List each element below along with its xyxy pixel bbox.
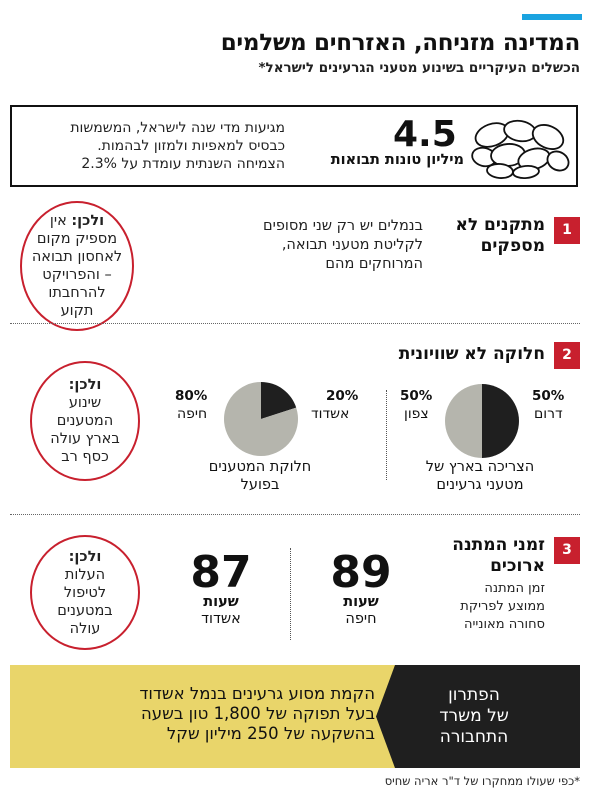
consequence-text: שינוע bbox=[68, 395, 102, 411]
solution-title-line: של משרד bbox=[439, 706, 509, 726]
section-number-badge: 3 bbox=[554, 537, 580, 564]
footnote: *כפי שעולו ממחקרו של ד"ר אריה שחיס bbox=[384, 774, 580, 788]
page-title: המדינה מזניחה, האזרחים משלמים bbox=[220, 30, 581, 56]
ashdod-label: אשדוד bbox=[201, 611, 241, 627]
pie-demand-south-slice bbox=[482, 384, 519, 458]
section-number-badge: 2 bbox=[554, 342, 580, 369]
consequence-text: אין bbox=[49, 213, 67, 229]
pie-actual-ashdod-label: אשדוד bbox=[311, 406, 350, 422]
section-title-line: זמני המתנה bbox=[452, 535, 545, 555]
text-line: ממוצע לפריקת bbox=[460, 599, 545, 614]
consequence-label: ולכן: bbox=[71, 213, 105, 229]
solution-text: הקמת מסוע גרעינים בנמל אשדוד בעל תפוקה ש… bbox=[30, 684, 375, 744]
section-title-line: מספקים bbox=[480, 236, 545, 256]
stat-description: מגיעות מדי שנה לישראל, המשמשות כבסיס למא… bbox=[40, 119, 285, 173]
text-line: המרוחקים מהם bbox=[325, 256, 423, 272]
haifa-hours-value: 89 bbox=[330, 547, 392, 598]
section-subtext: זמן המתנה ממוצע לפריקת סחורה מאונייה bbox=[430, 580, 545, 634]
section-title: זמני המתנה ארוכים bbox=[430, 535, 545, 577]
pie-actual bbox=[224, 382, 298, 456]
text-line: סחורה מאונייה bbox=[463, 617, 545, 632]
consequence-circle: ולכן: אין מספיק מקום לאחסון תבואה – והפר… bbox=[20, 201, 134, 331]
accent-bar bbox=[522, 14, 582, 20]
consequence-circle: ולכן: העלות לטיפול במטענים עולה bbox=[30, 535, 140, 650]
stat-line: כבסיס למאפיות ולמזון לבהמות. bbox=[97, 138, 285, 154]
caption-line: בפועל bbox=[240, 477, 280, 493]
pie-actual-haifa-slice bbox=[224, 382, 298, 456]
section-title: חלוקה לא שוויונית bbox=[398, 344, 545, 364]
consequence-text: לטיפול bbox=[63, 584, 107, 601]
pie-demand-caption: הצריכה בארץ של מטעני גרעינים bbox=[405, 458, 555, 494]
section-title-line: ארוכים bbox=[490, 556, 545, 576]
section-title: מתקנים לא מספקים bbox=[440, 215, 545, 257]
pie-demand bbox=[445, 384, 519, 458]
pie-actual-caption: חלוקת המטענים בפועל bbox=[190, 458, 330, 494]
consequence-text: העלות bbox=[64, 566, 106, 583]
stat-unit: מיליון טונות תבואות bbox=[330, 152, 464, 168]
beans-icon bbox=[471, 119, 570, 179]
page-subtitle: הכשלים העיקריים בשינוע מטעני הגרעינים לי… bbox=[258, 60, 580, 76]
pie-demand-north-pct: 50% bbox=[400, 388, 433, 404]
solution-label-box bbox=[376, 665, 580, 768]
consequence-text: בארץ עולה bbox=[50, 431, 120, 447]
caption-line: מטעני גרעינים bbox=[436, 477, 524, 493]
section-divider bbox=[10, 514, 580, 515]
consequence-text: כסף רב bbox=[61, 449, 109, 465]
consequence-circle: ולכן: שינוע המטענים בארץ עולה כסף רב bbox=[30, 361, 140, 481]
solution-title: הפתרון של משרד התחבורה bbox=[400, 685, 548, 748]
solution-title-line: התחבורה bbox=[439, 727, 509, 747]
text-line: בנמלים יש רק שני מסופים bbox=[262, 218, 423, 234]
solution-title-line: הפתרון bbox=[448, 685, 500, 705]
text-line: זמן המתנה bbox=[484, 581, 545, 596]
solution-line: בהשקעה של 250 מיליון שקל bbox=[166, 724, 375, 743]
pie-demand-south-pct: 50% bbox=[532, 388, 565, 404]
section-title-line: מתקנים לא bbox=[455, 215, 545, 235]
pie-actual-ashdod-slice bbox=[261, 382, 297, 419]
ashdod-hours-value: 87 bbox=[190, 547, 252, 598]
haifa-label: חיפה bbox=[345, 611, 377, 627]
pie-separator bbox=[386, 390, 387, 480]
consequence-text: במטענים bbox=[57, 602, 113, 619]
ashdod-hours-unit: שעות bbox=[203, 594, 239, 610]
solution-line: בעל תפוקה של 1,800 טון בשעה bbox=[141, 704, 375, 723]
consequence-text: לאחסון תבואה bbox=[31, 249, 123, 265]
text-line: לקליטת מטעני תבואה, bbox=[281, 237, 423, 253]
section-text: בנמלים יש רק שני מסופים לקליטת מטעני תבו… bbox=[218, 217, 423, 274]
solution-banner bbox=[10, 665, 395, 768]
consequence-label: ולכן: bbox=[68, 377, 102, 393]
section-divider bbox=[10, 323, 580, 324]
pie-actual-ashdod-pct: 20% bbox=[326, 388, 359, 404]
stat-line: הצמיחה השנתית עומדת על 2.3% bbox=[81, 156, 285, 172]
stat-box bbox=[10, 105, 578, 187]
stat-line: מגיעות מדי שנה לישראל, המשמשות bbox=[70, 120, 285, 136]
haifa-hours-unit: שעות bbox=[343, 594, 379, 610]
stat-value: 4.5 bbox=[393, 114, 457, 155]
pie-actual-haifa-label: חיפה bbox=[177, 406, 208, 422]
consequence-text: המטענים bbox=[56, 413, 114, 429]
pie-demand-north-label: צפון bbox=[404, 406, 429, 422]
consequence-label: ולכן: bbox=[68, 548, 102, 565]
pie-actual-haifa-pct: 80% bbox=[175, 388, 208, 404]
caption-line: חלוקת המטענים bbox=[208, 459, 312, 475]
hours-separator bbox=[290, 548, 291, 640]
consequence-text: – והפרויקט bbox=[42, 267, 112, 283]
pie-demand-south-label: דרום bbox=[534, 406, 563, 422]
consequence-text: עולה bbox=[69, 620, 101, 637]
consequence-text: מספיק מקום bbox=[36, 231, 118, 247]
caption-line: הצריכה בארץ של bbox=[425, 459, 535, 475]
pie-demand-north-slice bbox=[445, 384, 482, 458]
solution-line: הקמת מסוע גרעינים בנמל אשדוד bbox=[139, 684, 375, 703]
consequence-text: להרחבתו bbox=[48, 285, 106, 301]
section-number-badge: 1 bbox=[554, 217, 580, 244]
consequence-text: תקוע bbox=[60, 303, 94, 319]
